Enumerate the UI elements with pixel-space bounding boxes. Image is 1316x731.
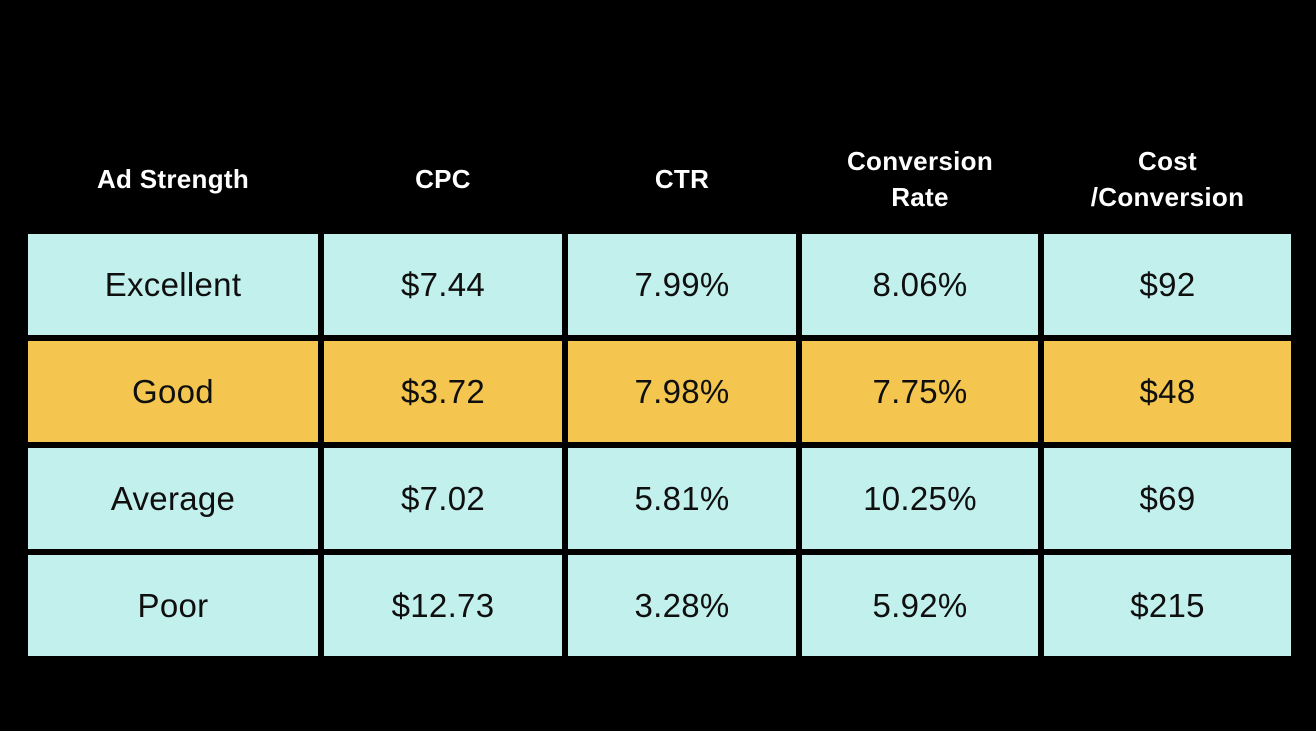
- column-header-label: Conversion: [846, 145, 994, 176]
- row-excellent-conversion-rate-cell: 8.06%: [802, 234, 1038, 335]
- row-good-ctr-cell: 7.98%: [568, 341, 796, 442]
- row-poor-conversion-rate-cell: 5.92%: [802, 555, 1038, 656]
- row-good-cost-per-conversion-cell: $48: [1044, 341, 1291, 442]
- row-excellent-cpc-cell: $7.44: [324, 234, 562, 335]
- column-header-label: CPC: [415, 163, 471, 194]
- row-excellent-cost-per-conversion-cell: $92: [1044, 234, 1291, 335]
- row-average-cpc-cell: $7.02: [324, 448, 562, 549]
- row-poor-cpc-cell: $12.73: [324, 555, 562, 656]
- column-header-label: /Conversion: [1090, 182, 1245, 212]
- row-average-cost-per-conversion-cell: $69: [1044, 448, 1291, 549]
- row-average-label-cell: Average: [28, 448, 318, 549]
- row-excellent-ctr-cell: 7.99%: [568, 234, 796, 335]
- column-header-label: Cost: [1138, 145, 1197, 176]
- row-excellent-label-cell: Excellent: [28, 234, 318, 335]
- ad-strength-metrics-table: Ad Strength CPC CTR Conversion Rate Cost…: [28, 130, 1291, 656]
- row-poor-label-cell: Poor: [28, 555, 318, 656]
- column-header-cost-per-conversion: Cost /Conversion: [1044, 130, 1291, 228]
- column-header-ad-strength: Ad Strength: [28, 130, 318, 228]
- column-header-label: Rate: [891, 182, 949, 212]
- column-header-cpc: CPC: [324, 130, 562, 228]
- row-average-conversion-rate-cell: 10.25%: [802, 448, 1038, 549]
- row-poor-ctr-cell: 3.28%: [568, 555, 796, 656]
- column-header-conversion-rate: Conversion Rate: [802, 130, 1038, 228]
- row-poor-cost-per-conversion-cell: $215: [1044, 555, 1291, 656]
- column-header-label: CTR: [654, 163, 710, 194]
- row-good-conversion-rate-cell: 7.75%: [802, 341, 1038, 442]
- row-good-label-cell: Good: [28, 341, 318, 442]
- row-good-cpc-cell: $3.72: [324, 341, 562, 442]
- column-header-ctr: CTR: [568, 130, 796, 228]
- column-header-label: Ad Strength: [96, 163, 250, 194]
- row-average-ctr-cell: 5.81%: [568, 448, 796, 549]
